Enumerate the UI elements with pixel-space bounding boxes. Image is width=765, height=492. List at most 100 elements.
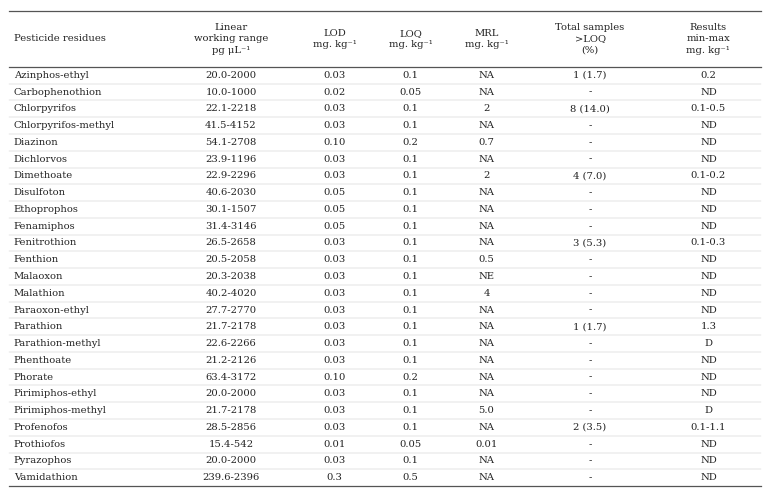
- Text: Ethoprophos: Ethoprophos: [14, 205, 79, 214]
- Text: 239.6-2396: 239.6-2396: [203, 473, 259, 482]
- Text: 0.05: 0.05: [324, 188, 346, 197]
- Text: 0.1: 0.1: [402, 71, 418, 80]
- Text: -: -: [588, 154, 592, 164]
- Text: LOQ
mg. kg⁻¹: LOQ mg. kg⁻¹: [389, 29, 432, 49]
- Text: 20.5-2058: 20.5-2058: [206, 255, 256, 264]
- Text: 1 (1.7): 1 (1.7): [573, 322, 607, 331]
- Text: 0.1: 0.1: [402, 104, 418, 113]
- Text: Malathion: Malathion: [14, 289, 65, 298]
- Text: 0.1: 0.1: [402, 222, 418, 231]
- Text: Pirimiphos-ethyl: Pirimiphos-ethyl: [14, 389, 97, 399]
- Text: NE: NE: [479, 272, 494, 281]
- Text: 0.05: 0.05: [324, 222, 346, 231]
- Text: -: -: [588, 188, 592, 197]
- Text: 0.1: 0.1: [402, 205, 418, 214]
- Text: 0.03: 0.03: [324, 289, 346, 298]
- Text: Disulfoton: Disulfoton: [14, 188, 66, 197]
- Text: ND: ND: [700, 222, 717, 231]
- Text: 1 (1.7): 1 (1.7): [573, 71, 607, 80]
- Text: -: -: [588, 457, 592, 465]
- Text: 0.03: 0.03: [324, 121, 346, 130]
- Text: Malaoxon: Malaoxon: [14, 272, 63, 281]
- Text: 0.03: 0.03: [324, 457, 346, 465]
- Text: NA: NA: [479, 222, 494, 231]
- Text: ND: ND: [700, 389, 717, 399]
- Text: 0.1: 0.1: [402, 339, 418, 348]
- Text: -: -: [588, 440, 592, 449]
- Text: NA: NA: [479, 339, 494, 348]
- Text: 0.5: 0.5: [479, 255, 494, 264]
- Text: -: -: [588, 339, 592, 348]
- Text: 2 (3.5): 2 (3.5): [574, 423, 607, 432]
- Text: 4 (7.0): 4 (7.0): [574, 171, 607, 181]
- Text: 0.03: 0.03: [324, 322, 346, 331]
- Text: 20.3-2038: 20.3-2038: [206, 272, 256, 281]
- Text: 21.2-2126: 21.2-2126: [205, 356, 256, 365]
- Text: Dichlorvos: Dichlorvos: [14, 154, 68, 164]
- Text: 8 (14.0): 8 (14.0): [570, 104, 610, 113]
- Text: 0.03: 0.03: [324, 272, 346, 281]
- Text: 41.5-4152: 41.5-4152: [205, 121, 257, 130]
- Text: Chlorpyrifos: Chlorpyrifos: [14, 104, 76, 113]
- Text: ND: ND: [700, 255, 717, 264]
- Text: -: -: [588, 289, 592, 298]
- Text: 3 (5.3): 3 (5.3): [574, 239, 607, 247]
- Text: Parathion: Parathion: [14, 322, 63, 331]
- Text: 0.1: 0.1: [402, 423, 418, 432]
- Text: 63.4-3172: 63.4-3172: [205, 372, 256, 382]
- Text: NA: NA: [479, 322, 494, 331]
- Text: 23.9-1196: 23.9-1196: [205, 154, 256, 164]
- Text: Profenofos: Profenofos: [14, 423, 68, 432]
- Text: Paraoxon-ethyl: Paraoxon-ethyl: [14, 306, 90, 314]
- Text: Prothiofos: Prothiofos: [14, 440, 66, 449]
- Text: NA: NA: [479, 389, 494, 399]
- Text: NA: NA: [479, 372, 494, 382]
- Text: -: -: [588, 372, 592, 382]
- Text: 2: 2: [483, 104, 490, 113]
- Text: 54.1-2708: 54.1-2708: [205, 138, 257, 147]
- Text: 22.6-2266: 22.6-2266: [206, 339, 256, 348]
- Text: 0.1-0.3: 0.1-0.3: [691, 239, 726, 247]
- Text: NA: NA: [479, 239, 494, 247]
- Text: 0.1: 0.1: [402, 356, 418, 365]
- Text: -: -: [588, 406, 592, 415]
- Text: 0.03: 0.03: [324, 339, 346, 348]
- Text: 20.0-2000: 20.0-2000: [206, 389, 256, 399]
- Text: 0.05: 0.05: [324, 205, 346, 214]
- Text: ND: ND: [700, 88, 717, 96]
- Text: Dimethoate: Dimethoate: [14, 171, 73, 181]
- Text: ND: ND: [700, 372, 717, 382]
- Text: 0.2: 0.2: [701, 71, 716, 80]
- Text: 0.03: 0.03: [324, 104, 346, 113]
- Text: -: -: [588, 205, 592, 214]
- Text: 27.7-2770: 27.7-2770: [206, 306, 256, 314]
- Text: 0.1: 0.1: [402, 406, 418, 415]
- Text: ND: ND: [700, 121, 717, 130]
- Text: Chlorpyrifos-methyl: Chlorpyrifos-methyl: [14, 121, 115, 130]
- Text: 0.03: 0.03: [324, 154, 346, 164]
- Text: 0.1-1.1: 0.1-1.1: [691, 423, 726, 432]
- Text: 0.02: 0.02: [324, 88, 346, 96]
- Text: 0.1-0.5: 0.1-0.5: [691, 104, 726, 113]
- Text: 30.1-1507: 30.1-1507: [205, 205, 257, 214]
- Text: 0.03: 0.03: [324, 71, 346, 80]
- Text: 0.1: 0.1: [402, 255, 418, 264]
- Text: NA: NA: [479, 423, 494, 432]
- Text: NA: NA: [479, 188, 494, 197]
- Text: 20.0-2000: 20.0-2000: [206, 457, 256, 465]
- Text: 0.2: 0.2: [402, 138, 418, 147]
- Text: Fenitrothion: Fenitrothion: [14, 239, 77, 247]
- Text: NA: NA: [479, 306, 494, 314]
- Text: NA: NA: [479, 356, 494, 365]
- Text: 0.1: 0.1: [402, 457, 418, 465]
- Text: ND: ND: [700, 457, 717, 465]
- Text: ND: ND: [700, 138, 717, 147]
- Text: 0.1: 0.1: [402, 239, 418, 247]
- Text: Phenthoate: Phenthoate: [14, 356, 72, 365]
- Text: NA: NA: [479, 154, 494, 164]
- Text: 0.05: 0.05: [399, 88, 422, 96]
- Text: 40.6-2030: 40.6-2030: [206, 188, 256, 197]
- Text: Azinphos-ethyl: Azinphos-ethyl: [14, 71, 89, 80]
- Text: 0.1: 0.1: [402, 272, 418, 281]
- Text: NA: NA: [479, 473, 494, 482]
